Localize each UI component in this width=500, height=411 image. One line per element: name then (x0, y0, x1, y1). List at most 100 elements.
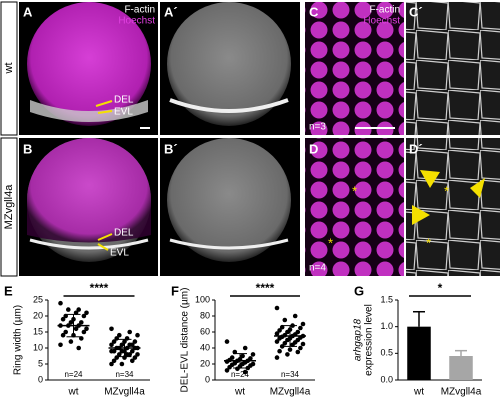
data-point (277, 336, 282, 341)
stain-label: Hoechst (363, 16, 400, 27)
side-box (0, 137, 18, 277)
data-point (81, 313, 87, 319)
data-point (277, 348, 282, 354)
data-point (242, 369, 248, 375)
stain-label: Hoechst (118, 16, 155, 27)
stain-label: F-actin (369, 5, 400, 16)
panel-letter: B´ (164, 141, 178, 156)
panel-letter: C (309, 4, 319, 19)
data-point (68, 339, 74, 344)
data-point (279, 344, 285, 349)
panel-letter: B (23, 141, 32, 156)
panel-letter: C´ (409, 4, 423, 19)
y-tick-label: 5 (38, 358, 43, 368)
embryo-nuclei (27, 138, 151, 243)
data-point (119, 342, 125, 348)
panel-letter: F (171, 283, 179, 298)
data-point (66, 307, 71, 312)
y-tick-label: 40 (200, 342, 210, 352)
data-point (130, 358, 135, 364)
y-tick-label: 1.5 (380, 294, 393, 304)
n-label: n=24 (231, 370, 250, 379)
data-point (132, 339, 138, 344)
data-point (240, 353, 245, 359)
x-tick-label: MZvgll4a (104, 387, 145, 398)
x-tick-label: wt (413, 387, 424, 398)
micrograph (305, 2, 404, 135)
y-tick-label: 25 (33, 294, 43, 304)
data-point (274, 305, 280, 311)
data-point (84, 310, 89, 316)
y-tick-label: 20 (200, 358, 210, 368)
data-point (124, 352, 130, 357)
y-tick-label: 10 (33, 342, 43, 352)
data-point (274, 331, 280, 336)
layer-label: EVL (114, 107, 133, 118)
layer-label: DEL (114, 228, 134, 239)
data-point (298, 345, 303, 351)
y-axis-label: Ring width (µm) (13, 305, 24, 375)
panel-letter: D (309, 141, 318, 156)
data-point (109, 348, 114, 354)
data-point (119, 348, 125, 354)
panel-letter: G (354, 283, 364, 298)
data-point (285, 337, 290, 343)
panel-letter: D´ (409, 141, 423, 156)
y-tick-label: 1.0 (380, 321, 393, 331)
x-tick-label: MZvgll4a (270, 387, 311, 398)
y-tick-label: 0 (38, 374, 43, 384)
data-point (117, 332, 122, 338)
n-label: n=34 (281, 370, 300, 379)
data-point (81, 329, 87, 335)
bar (449, 356, 473, 380)
arrows (95, 100, 113, 251)
y-tick-label: 20 (33, 310, 43, 320)
data-point (109, 361, 114, 367)
x-tick-label: wt (234, 387, 245, 398)
data-point (127, 329, 132, 335)
data-point (68, 320, 74, 325)
micrograph (305, 138, 404, 276)
ring (29, 238, 149, 250)
data-point (300, 341, 306, 347)
data-point (84, 326, 89, 332)
data-point (224, 359, 230, 364)
ring (30, 100, 148, 122)
data-point (119, 361, 125, 367)
data-point (224, 339, 230, 344)
data-point (58, 300, 63, 306)
count-label: n=4 (309, 263, 326, 274)
panel-letter: A (23, 4, 33, 19)
data-point (242, 345, 248, 351)
y-tick-label: 80 (200, 310, 210, 320)
embryo (167, 2, 291, 126)
y-tick-label: 100 (195, 294, 210, 304)
arrowheads (412, 170, 485, 225)
n-label: n=24 (64, 370, 83, 379)
side-box (0, 1, 18, 136)
data-point (135, 352, 140, 357)
data-point (282, 340, 288, 346)
y-axis-label: arhgap18 (353, 318, 364, 361)
ring (169, 238, 289, 250)
data-point (224, 368, 230, 373)
count-label: n=3 (309, 122, 326, 133)
y-tick-label: 0.0 (380, 374, 393, 384)
embryo (167, 138, 291, 262)
data-point (300, 321, 306, 327)
y-tick-label: 60 (200, 326, 210, 336)
y-tick-label: 15 (33, 326, 43, 336)
data-point (76, 307, 81, 312)
data-point (295, 349, 301, 355)
data-point (227, 364, 232, 370)
data-point (250, 352, 256, 357)
data-point (76, 345, 81, 351)
data-point (111, 358, 117, 364)
y-axis-label: expression level (364, 304, 375, 376)
significance: **** (256, 281, 275, 295)
ring (169, 98, 289, 113)
data-point (130, 348, 135, 354)
panel-letter: A´ (164, 4, 178, 19)
data-point (127, 342, 132, 348)
